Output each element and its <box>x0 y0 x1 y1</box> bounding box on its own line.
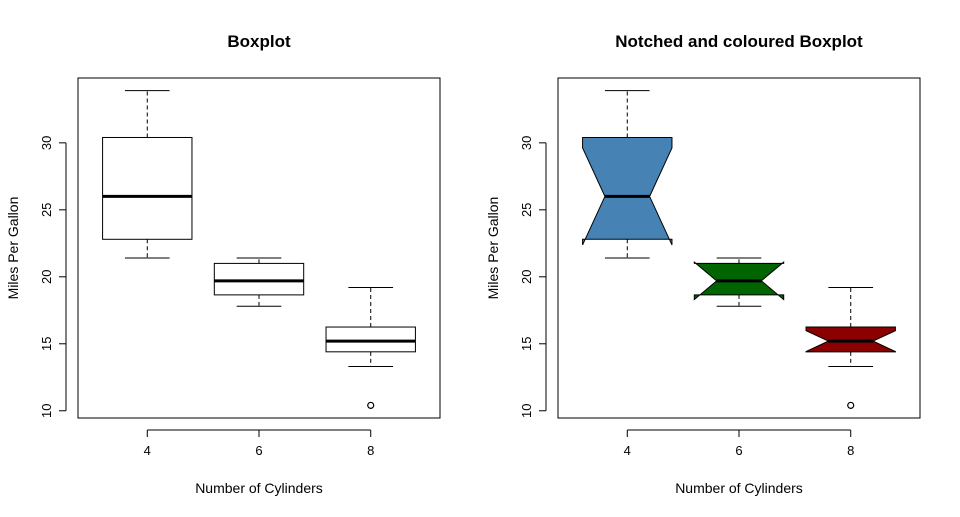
chart-title: Notched and coloured Boxplot <box>615 32 863 51</box>
notched-box <box>805 326 896 353</box>
panel-2: Notched and coloured Boxplot Number of Cy… <box>485 32 921 496</box>
x-axis-label: Number of Cylinders <box>675 480 803 496</box>
x-tick-label: 4 <box>624 443 631 458</box>
y-tick-label: 15 <box>39 337 54 351</box>
box-6 <box>693 257 785 307</box>
outlier-point <box>367 401 375 409</box>
plot-frame <box>557 77 921 419</box>
y-tick-label: 30 <box>39 136 54 150</box>
y-tick-label: 10 <box>519 404 534 418</box>
y-tick-label: 20 <box>39 270 54 284</box>
box-8 <box>805 287 896 409</box>
box <box>102 136 193 240</box>
box-4 <box>582 90 673 259</box>
box <box>213 262 305 296</box>
y-tick-label: 25 <box>519 203 534 217</box>
x-tick-label: 6 <box>735 443 742 458</box>
panel-1: Boxplot Number of Cylinders Miles Per Gall… <box>5 32 441 496</box>
outlier-point <box>847 401 855 409</box>
y-tick-label: 20 <box>519 270 534 284</box>
y-axis-label: Miles Per Gallon <box>485 197 501 300</box>
chart-title: Boxplot <box>227 32 291 51</box>
y-tick-label: 25 <box>39 203 54 217</box>
notched-box <box>582 136 673 246</box>
x-tick-label: 4 <box>144 443 151 458</box>
x-tick-label: 6 <box>255 443 262 458</box>
box-4 <box>102 90 193 259</box>
box <box>325 326 416 353</box>
x-axis-label: Number of Cylinders <box>195 480 323 496</box>
box-8 <box>325 287 416 409</box>
y-tick-label: 30 <box>519 136 534 150</box>
x-tick-label: 8 <box>367 443 374 458</box>
plot-frame <box>77 77 441 419</box>
y-tick-label: 15 <box>519 337 534 351</box>
box-6 <box>213 257 305 307</box>
y-axis-label: Miles Per Gallon <box>5 197 21 300</box>
y-tick-label: 10 <box>39 404 54 418</box>
x-tick-label: 8 <box>847 443 854 458</box>
